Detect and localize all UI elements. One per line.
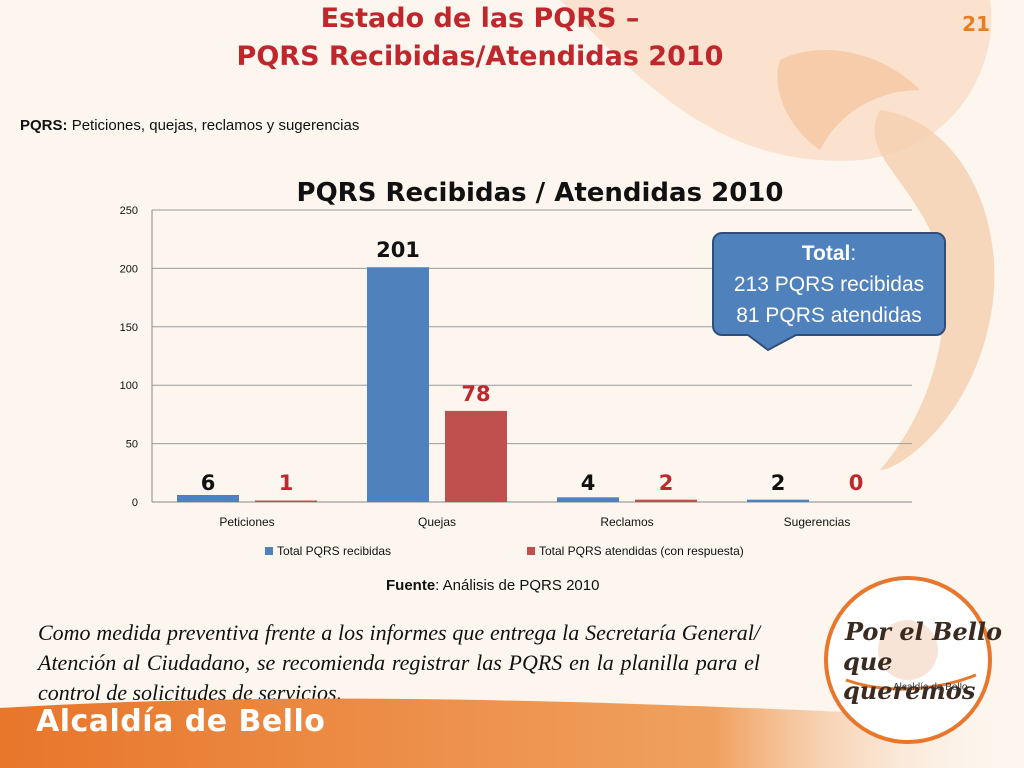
- footer-band: [0, 698, 1024, 768]
- recommendation-text: Como medida preventiva frente a los info…: [38, 620, 760, 705]
- logo-text-line2: que queremos: [843, 647, 976, 705]
- subtitle: PQRS: Peticiones, quejas, reclamos y sug…: [20, 117, 359, 134]
- callout-line2: 213 PQRS recibidas: [733, 273, 925, 296]
- total-callout: Total: 213 PQRS recibidas 81 PQRS atendi…: [712, 232, 946, 336]
- y-tick-label: 100: [120, 380, 138, 392]
- chart-title: PQRS Recibidas / Atendidas 2010: [296, 178, 784, 208]
- y-tick-label: 50: [126, 439, 138, 451]
- x-tick-label: Peticiones: [219, 515, 274, 529]
- x-tick-label: Reclamos: [600, 515, 653, 529]
- data-label: 1: [279, 471, 294, 495]
- footer-brand: Alcaldía de Bello: [36, 704, 326, 739]
- callout-line1: Total:: [714, 238, 944, 269]
- bar-atendidas: [635, 499, 697, 502]
- slide-title-line1: Estado de las PQRS –: [320, 3, 640, 34]
- bar-atendidas: [255, 500, 317, 502]
- callout-line3: 81 PQRS atendidas: [736, 304, 922, 327]
- legend-label: Total PQRS recibidas: [277, 544, 391, 558]
- bar-recibidas: [367, 267, 429, 502]
- subtitle-text: Peticiones, quejas, reclamos y sugerenci…: [71, 117, 360, 134]
- data-label: 2: [771, 471, 786, 495]
- data-label: 201: [376, 238, 420, 262]
- y-tick-label: 250: [120, 205, 138, 217]
- legend-label: Total PQRS atendidas (con respuesta): [539, 544, 744, 558]
- slide-title-line2: PQRS Recibidas/Atendidas 2010: [236, 41, 724, 72]
- logo-emblem: [824, 576, 992, 744]
- y-tick-label: 200: [120, 263, 138, 275]
- callout-tail: [748, 334, 797, 352]
- data-label: 6: [201, 471, 216, 495]
- data-label: 2: [659, 471, 674, 495]
- legend-swatch: [527, 547, 535, 555]
- source-note: Fuente: Análisis de PQRS 2010: [386, 577, 599, 594]
- data-label: 78: [461, 382, 490, 406]
- slide-title: Estado de las PQRS – PQRS Recibidas/Aten…: [180, 0, 780, 76]
- x-tick-label: Quejas: [418, 515, 456, 529]
- legend-swatch: [265, 547, 273, 555]
- y-tick-label: 0: [132, 497, 138, 509]
- callout-colon: :: [850, 242, 857, 265]
- logo-subtext: Alcaldía de Bello: [893, 682, 968, 693]
- bar-atendidas: [445, 410, 507, 502]
- x-tick-label: Sugerencias: [784, 515, 851, 529]
- source-label: Fuente: [386, 577, 436, 594]
- source-text: : Análisis de PQRS 2010: [435, 577, 600, 594]
- callout-label: Total: [801, 242, 851, 265]
- bar-recibidas: [557, 497, 619, 502]
- data-label: 4: [581, 471, 596, 495]
- bar-recibidas: [747, 499, 809, 502]
- data-label: 0: [849, 471, 864, 495]
- bar-recibidas: [177, 494, 239, 502]
- y-tick-label: 150: [120, 322, 138, 334]
- subtitle-label: PQRS:: [20, 117, 68, 134]
- page-number: 21: [962, 12, 990, 36]
- logo-text-line1: Por el Bello: [845, 617, 1002, 646]
